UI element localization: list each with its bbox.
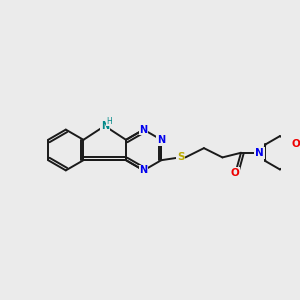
Text: S: S xyxy=(177,152,184,162)
Text: N: N xyxy=(101,121,109,131)
Text: N: N xyxy=(140,124,148,135)
Text: O: O xyxy=(230,168,239,178)
Text: N: N xyxy=(157,135,165,145)
Text: N: N xyxy=(140,165,148,176)
Text: O: O xyxy=(292,140,300,149)
Text: N: N xyxy=(255,148,264,158)
Text: H: H xyxy=(106,117,112,126)
